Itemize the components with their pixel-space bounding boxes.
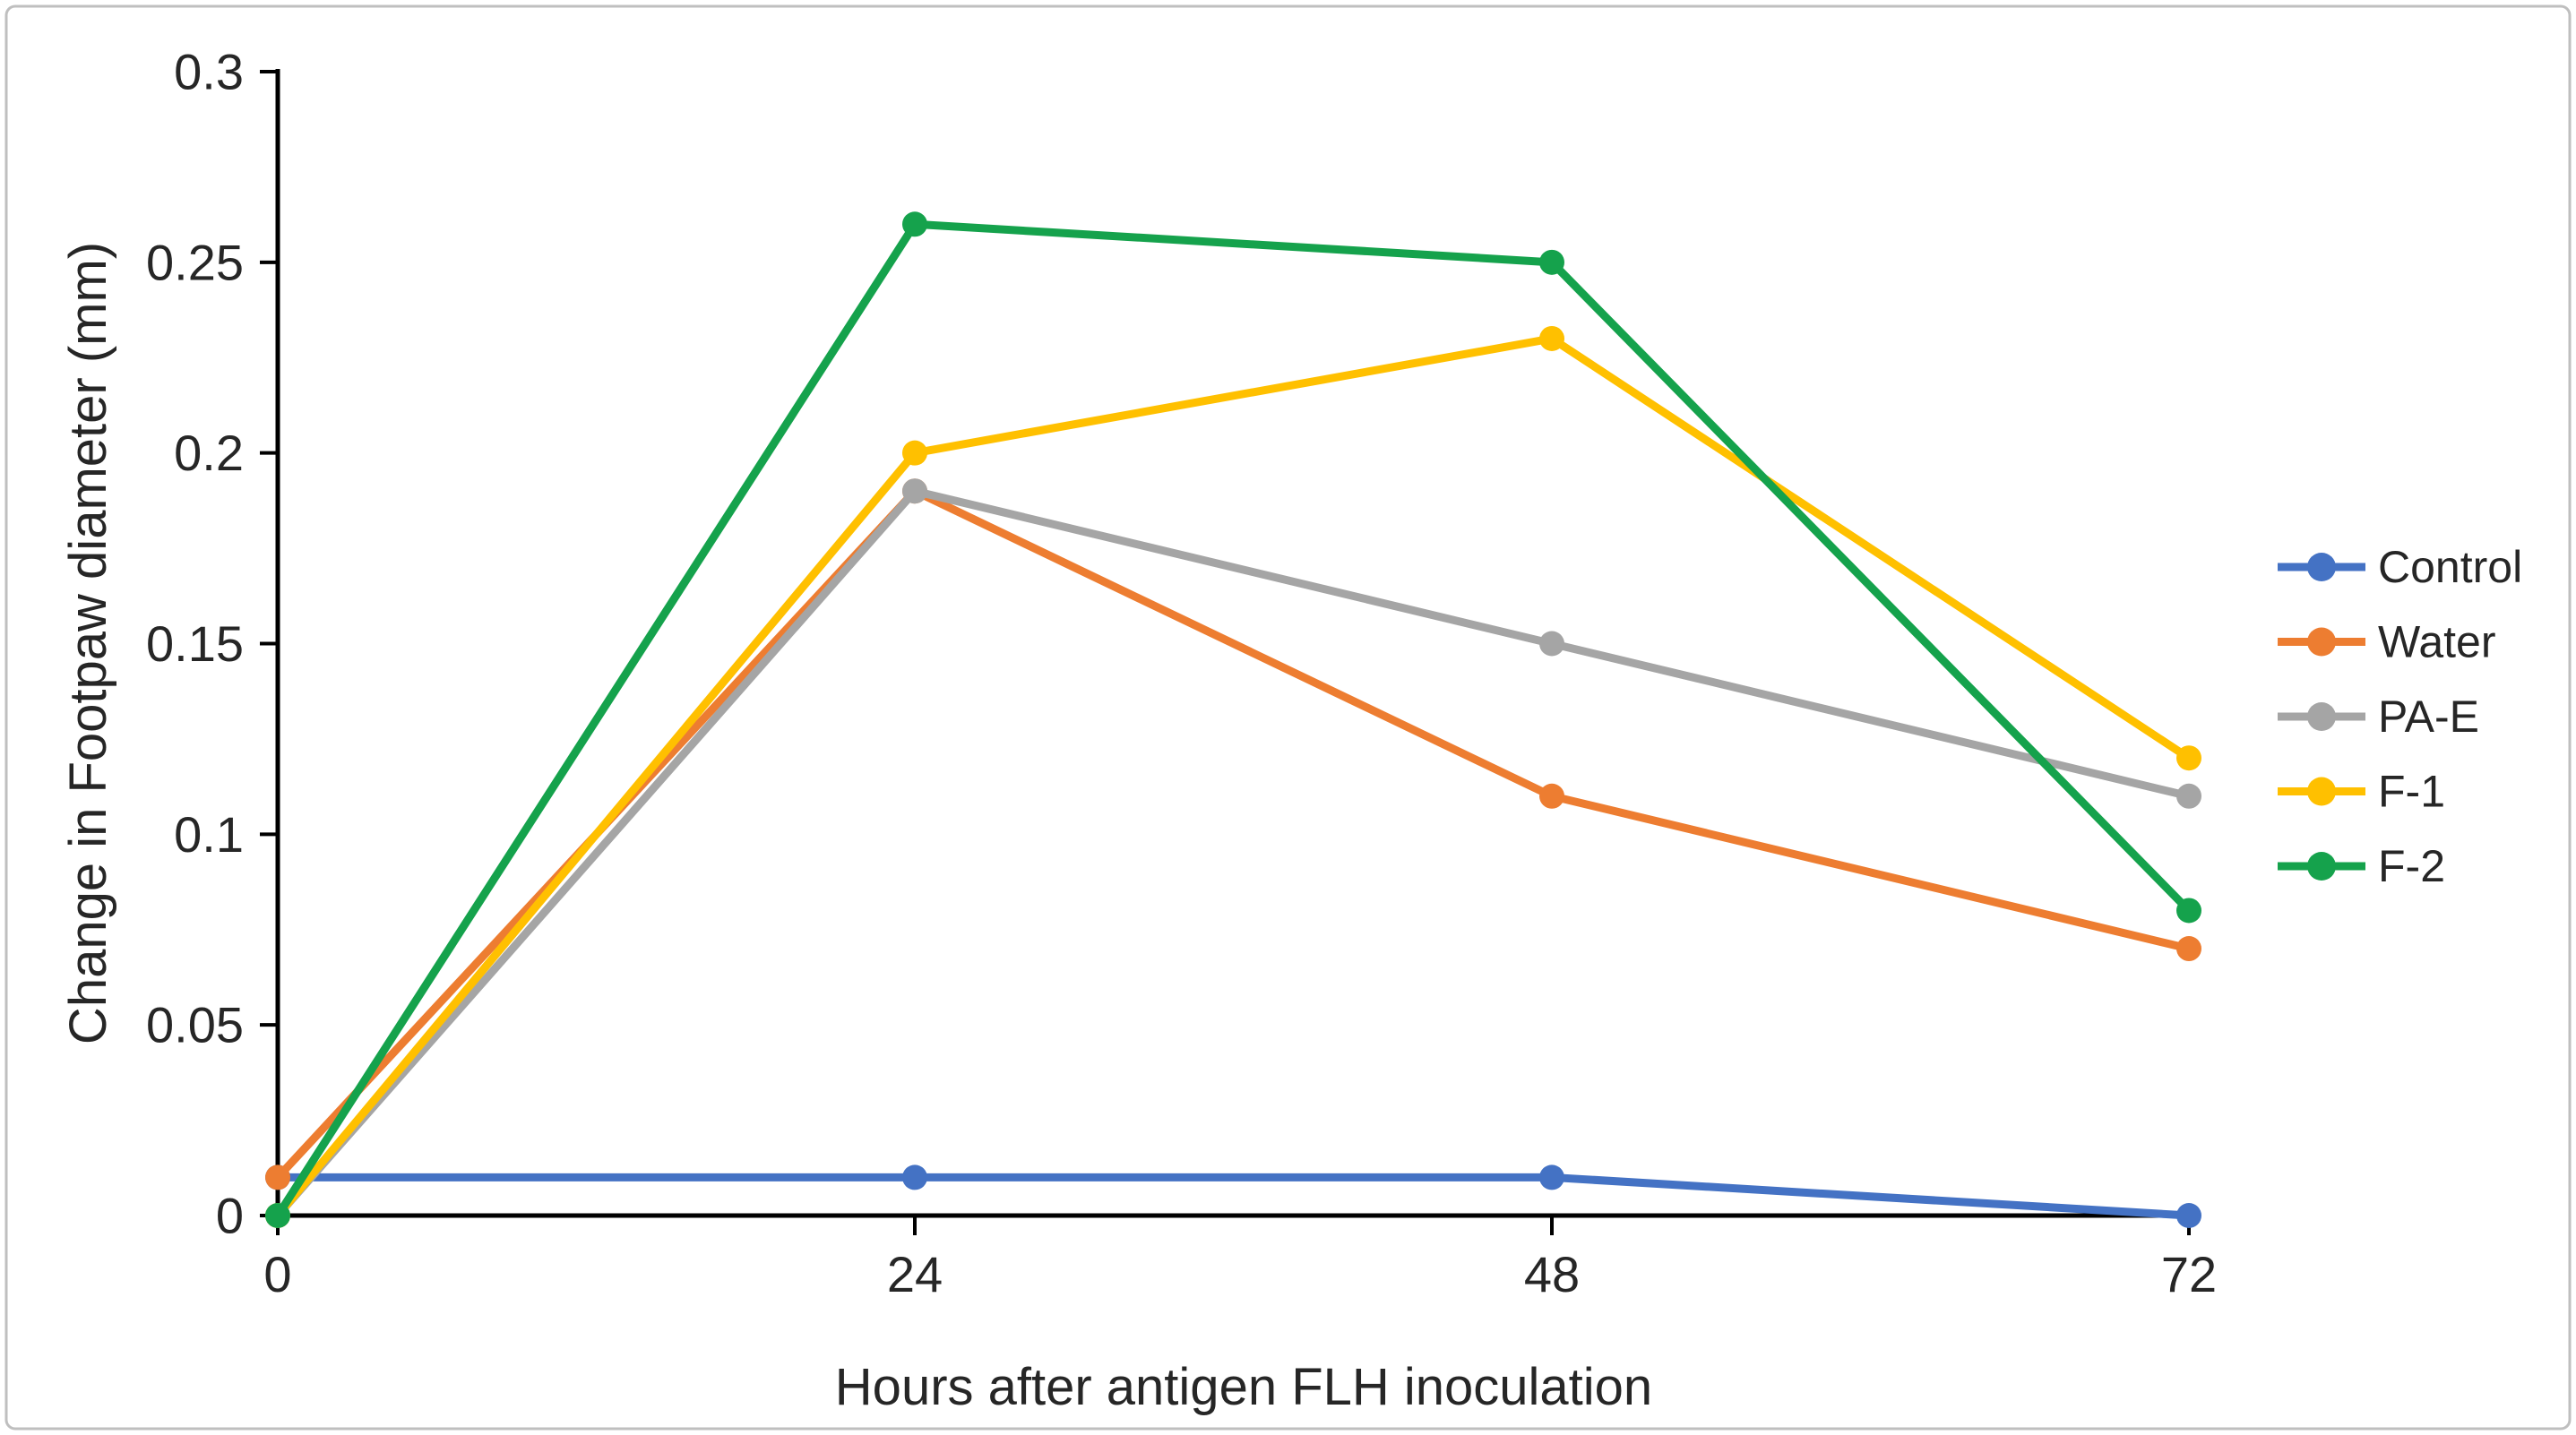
x-tick-label: 48 <box>1524 1246 1580 1302</box>
data-point-marker <box>902 478 927 504</box>
legend-item-f-1: F-1 <box>2278 767 2445 817</box>
legend-marker-dot <box>2307 553 2336 581</box>
legend-marker-dot <box>2307 627 2336 657</box>
legend-marker-dot <box>2307 777 2336 806</box>
data-point-marker <box>1539 249 1564 275</box>
data-point-marker <box>1539 783 1564 809</box>
data-point-marker <box>2176 783 2201 809</box>
x-axis-title: Hours after antigen FLH inoculation <box>835 1358 1652 1416</box>
y-axis-title: Change in Footpaw diameter (mm) <box>59 242 117 1044</box>
data-point-marker <box>2176 936 2201 962</box>
data-point-marker <box>1539 1164 1564 1190</box>
x-axis: 0 24 48 72 <box>263 1213 2217 1302</box>
legend-label: Water <box>2378 617 2496 667</box>
data-point-marker <box>265 1164 290 1190</box>
legend-item-f-2: F-2 <box>2278 841 2445 891</box>
legend-label: Control <box>2378 542 2522 592</box>
series-line <box>274 486 2191 1218</box>
y-tick-label: 0.05 <box>146 997 244 1053</box>
legend-item-water: Water <box>2278 617 2496 667</box>
data-point-marker <box>902 440 927 466</box>
legend-label: F-2 <box>2378 841 2445 891</box>
y-tick-label: 0.25 <box>146 234 244 290</box>
legend: Control Water PA-E F-1 F-2 <box>2278 542 2522 891</box>
data-point-marker <box>2176 745 2201 771</box>
legend-item-control: Control <box>2278 542 2522 592</box>
y-axis: 0 0.05 0.1 0.15 0.2 0.25 0.3 <box>146 44 280 1244</box>
x-tick-label: 24 <box>887 1246 943 1302</box>
y-tick-label: 0.2 <box>174 425 244 481</box>
y-tick-label: 0.15 <box>146 615 244 672</box>
chart-border <box>4 4 2572 1431</box>
y-tick-label: 0 <box>216 1188 244 1244</box>
x-tick-label: 0 <box>263 1246 291 1302</box>
y-tick-label: 0.3 <box>174 44 244 100</box>
series-line <box>274 334 2192 1218</box>
data-point-marker <box>265 1203 290 1228</box>
y-tick-label: 0.1 <box>174 806 244 863</box>
legend-label: PA-E <box>2378 692 2479 742</box>
data-point-marker <box>1539 631 1564 657</box>
legend-marker-dot <box>2307 702 2336 731</box>
legend-item-pa-e: PA-E <box>2278 692 2479 742</box>
series-line <box>278 1173 2190 1220</box>
x-tick-label: 72 <box>2161 1246 2217 1302</box>
data-point-marker <box>2176 1203 2201 1228</box>
data-point-marker <box>902 1164 927 1190</box>
legend-marker-dot <box>2307 852 2336 881</box>
plot-series <box>265 211 2201 1228</box>
data-point-marker <box>902 211 927 237</box>
data-point-marker <box>1539 325 1564 351</box>
series-line <box>274 219 2193 1218</box>
legend-label: F-1 <box>2378 767 2445 817</box>
series-f-2 <box>265 211 2201 1228</box>
data-point-marker <box>2176 898 2201 924</box>
